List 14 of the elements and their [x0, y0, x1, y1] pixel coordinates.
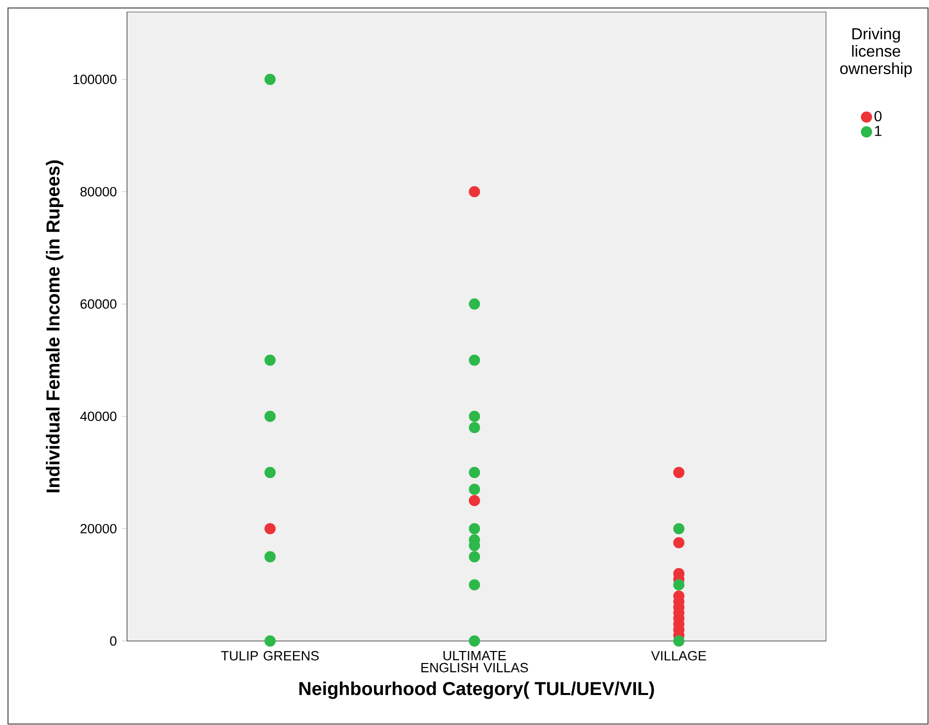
x-axis-title: Neighbourhood Category( TUL/UEV/VIL): [299, 681, 654, 699]
y-tick-label: 20000: [80, 524, 116, 534]
legend-label: 1: [875, 126, 882, 136]
y-tick-label: 40000: [80, 412, 116, 422]
y-tick-label: 80000: [80, 186, 116, 196]
x-tick-label: TULIP GREENS: [221, 651, 319, 660]
x-tick-label: VILLAGE: [651, 651, 706, 660]
y-tick-label: 100000: [73, 74, 116, 84]
y-tick-label: 60000: [80, 299, 116, 309]
y-axis-title: Individual Female Income (in Rupees): [46, 160, 64, 492]
y-tick-label: 0: [110, 636, 116, 646]
legend-label: 0: [874, 110, 882, 122]
x-tick-label: ULTIMATE ENGLISH VILLAS: [421, 651, 528, 672]
legend-title: Driving license ownership: [840, 28, 912, 78]
